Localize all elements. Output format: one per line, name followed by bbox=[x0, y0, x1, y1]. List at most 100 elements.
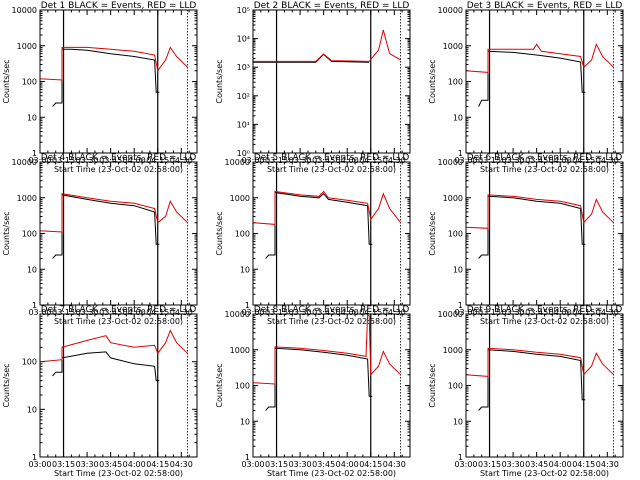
x-tick-label: 04:15 bbox=[146, 156, 169, 165]
y-tick-label: 10⁵ bbox=[237, 6, 250, 15]
x-axis-title: Start Time (23-Oct-02 02:58:00) bbox=[480, 317, 609, 326]
y-tick-label: 10 bbox=[453, 113, 463, 122]
x-tick-label: 04:00 bbox=[123, 460, 146, 469]
x-tick-label: 03:00 bbox=[241, 308, 264, 317]
x-tick-label: 03:45 bbox=[312, 308, 335, 317]
y-tick-label: 1000 bbox=[443, 42, 463, 51]
y-tick-label: 100 bbox=[448, 230, 463, 239]
x-tick-label: 04:00 bbox=[336, 156, 359, 165]
x-tick-label: 03:15 bbox=[265, 308, 288, 317]
series-line-lld bbox=[466, 347, 614, 377]
panel-title: Det 3 BLACK = Events, RED = LLD bbox=[467, 1, 623, 11]
x-tick-label: 03:00 bbox=[454, 308, 477, 317]
x-tick-label: 03:00 bbox=[28, 308, 51, 317]
plot-frame bbox=[39, 9, 198, 154]
x-tick-label: 03:30 bbox=[502, 308, 525, 317]
x-tick-label: 04:15 bbox=[572, 156, 595, 165]
panel-title: Det 1 BLACK = Events, RED = LLD bbox=[41, 1, 197, 11]
y-tick-label: 10000 bbox=[225, 158, 250, 167]
y-tick-label: 10⁰ bbox=[237, 149, 250, 158]
x-tick-label: 04:30 bbox=[170, 156, 193, 165]
series-line-lld bbox=[466, 194, 614, 229]
y-tick-label: 100 bbox=[235, 382, 250, 391]
x-tick-label: 03:30 bbox=[502, 156, 525, 165]
panel-title: Det 4 BLACK = Events, RED = LLD bbox=[41, 153, 197, 163]
plot-frame bbox=[252, 9, 411, 154]
y-tick-label: 1000 bbox=[230, 194, 250, 203]
x-tick-label: 04:15 bbox=[359, 460, 382, 469]
x-tick-label: 03:00 bbox=[454, 460, 477, 469]
series-line-lld bbox=[253, 315, 401, 385]
y-tick-label: 100 bbox=[22, 358, 37, 367]
y-tick-label: 1000 bbox=[230, 346, 250, 355]
x-tick-label: 04:30 bbox=[596, 156, 619, 165]
y-tick-label: 10000 bbox=[12, 6, 37, 15]
x-tick-label: 04:30 bbox=[170, 460, 193, 469]
y-tick-label: 1 bbox=[458, 149, 463, 158]
x-axis-title: Start Time (23-Oct-02 02:58:00) bbox=[54, 317, 183, 326]
x-tick-label: 03:30 bbox=[289, 460, 312, 469]
plot-frame bbox=[39, 313, 198, 458]
y-tick-label: 10 bbox=[453, 417, 463, 426]
plot-frame bbox=[39, 161, 198, 306]
series-line-events bbox=[478, 195, 586, 259]
y-tick-label: 100 bbox=[22, 78, 37, 87]
x-tick-label: 04:30 bbox=[596, 308, 619, 317]
x-tick-label: 03:00 bbox=[28, 156, 51, 165]
x-tick-label: 04:00 bbox=[549, 156, 572, 165]
x-tick-label: 04:15 bbox=[572, 460, 595, 469]
x-tick-label: 03:15 bbox=[52, 156, 75, 165]
x-axis-title: Start Time (23-Oct-02 02:58:00) bbox=[54, 469, 183, 478]
series-line-lld bbox=[40, 329, 188, 363]
x-tick-label: 03:30 bbox=[289, 308, 312, 317]
x-tick-label: 04:15 bbox=[146, 308, 169, 317]
x-tick-label: 03:30 bbox=[76, 156, 99, 165]
series-line-lld bbox=[466, 42, 614, 73]
y-axis-title: Counts/sec bbox=[428, 59, 437, 103]
x-tick-label: 03:30 bbox=[76, 460, 99, 469]
y-tick-label: 1000 bbox=[443, 346, 463, 355]
series-line-lld bbox=[40, 193, 188, 233]
x-axis-title: Start Time (23-Oct-02 02:58:00) bbox=[267, 317, 396, 326]
y-tick-label: 100 bbox=[22, 230, 37, 239]
x-tick-label: 04:00 bbox=[123, 156, 146, 165]
x-tick-label: 03:30 bbox=[76, 308, 99, 317]
x-tick-label: 04:00 bbox=[549, 308, 572, 317]
plot-frame bbox=[465, 9, 624, 154]
x-axis-title: Start Time (23-Oct-02 02:58:00) bbox=[480, 469, 609, 478]
y-tick-label: 10¹ bbox=[237, 120, 250, 129]
series-line-lld bbox=[253, 29, 401, 62]
y-axis-title: Counts/sec bbox=[428, 211, 437, 255]
y-tick-label: 10 bbox=[27, 265, 37, 274]
y-tick-label: 10³ bbox=[237, 63, 250, 72]
y-tick-label: 10000 bbox=[438, 158, 463, 167]
y-axis-title: Counts/sec bbox=[2, 363, 11, 407]
plot-frame bbox=[252, 161, 411, 306]
x-axis-title: Start Time (23-Oct-02 02:58:00) bbox=[267, 469, 396, 478]
x-tick-label: 03:45 bbox=[99, 156, 122, 165]
y-tick-label: 100 bbox=[448, 78, 463, 87]
y-tick-label: 1 bbox=[245, 301, 250, 310]
y-tick-label: 10000 bbox=[438, 310, 463, 319]
y-axis-title: Counts/sec bbox=[2, 211, 11, 255]
y-tick-label: 100 bbox=[448, 382, 463, 391]
x-axis-title: Start Time (23-Oct-02 02:58:00) bbox=[480, 165, 609, 174]
x-tick-label: 04:15 bbox=[572, 308, 595, 317]
x-tick-label: 03:15 bbox=[478, 156, 501, 165]
y-axis-title: Counts/sec bbox=[428, 363, 437, 407]
x-tick-label: 03:45 bbox=[525, 156, 548, 165]
x-tick-label: 03:45 bbox=[525, 460, 548, 469]
series-line-events bbox=[265, 191, 373, 259]
x-tick-label: 03:45 bbox=[312, 156, 335, 165]
y-tick-label: 1000 bbox=[17, 42, 37, 51]
series-line-events bbox=[52, 48, 160, 107]
y-axis-title: Counts/sec bbox=[215, 211, 224, 255]
x-tick-label: 03:15 bbox=[478, 308, 501, 317]
